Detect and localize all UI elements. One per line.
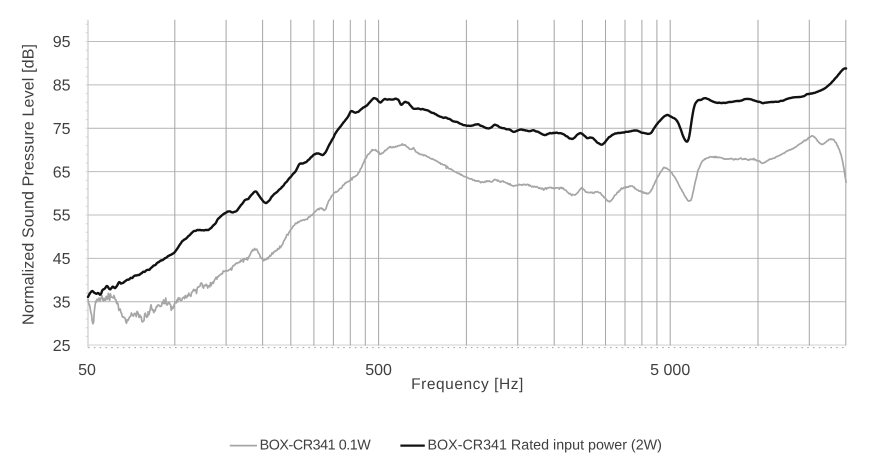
svg-text:35: 35: [53, 294, 71, 311]
svg-text:75: 75: [53, 121, 71, 138]
svg-text:Frequency [Hz]: Frequency [Hz]: [411, 376, 524, 393]
svg-text:BOX-CR341 0.1W: BOX-CR341 0.1W: [260, 437, 372, 453]
svg-text:Normalized Sound Pressure Leve: Normalized Sound Pressure Level [dB]: [21, 44, 38, 325]
svg-text:95: 95: [53, 34, 71, 51]
svg-text:50: 50: [78, 362, 96, 379]
svg-text:500: 500: [365, 362, 392, 379]
svg-text:BOX-CR341 Rated input power (2: BOX-CR341 Rated input power (2W): [428, 437, 662, 453]
svg-text:55: 55: [53, 208, 71, 225]
svg-text:45: 45: [53, 251, 71, 268]
svg-text:25: 25: [53, 338, 71, 355]
svg-text:85: 85: [53, 78, 71, 95]
svg-text:65: 65: [53, 164, 71, 181]
svg-text:5 000: 5 000: [650, 362, 690, 379]
